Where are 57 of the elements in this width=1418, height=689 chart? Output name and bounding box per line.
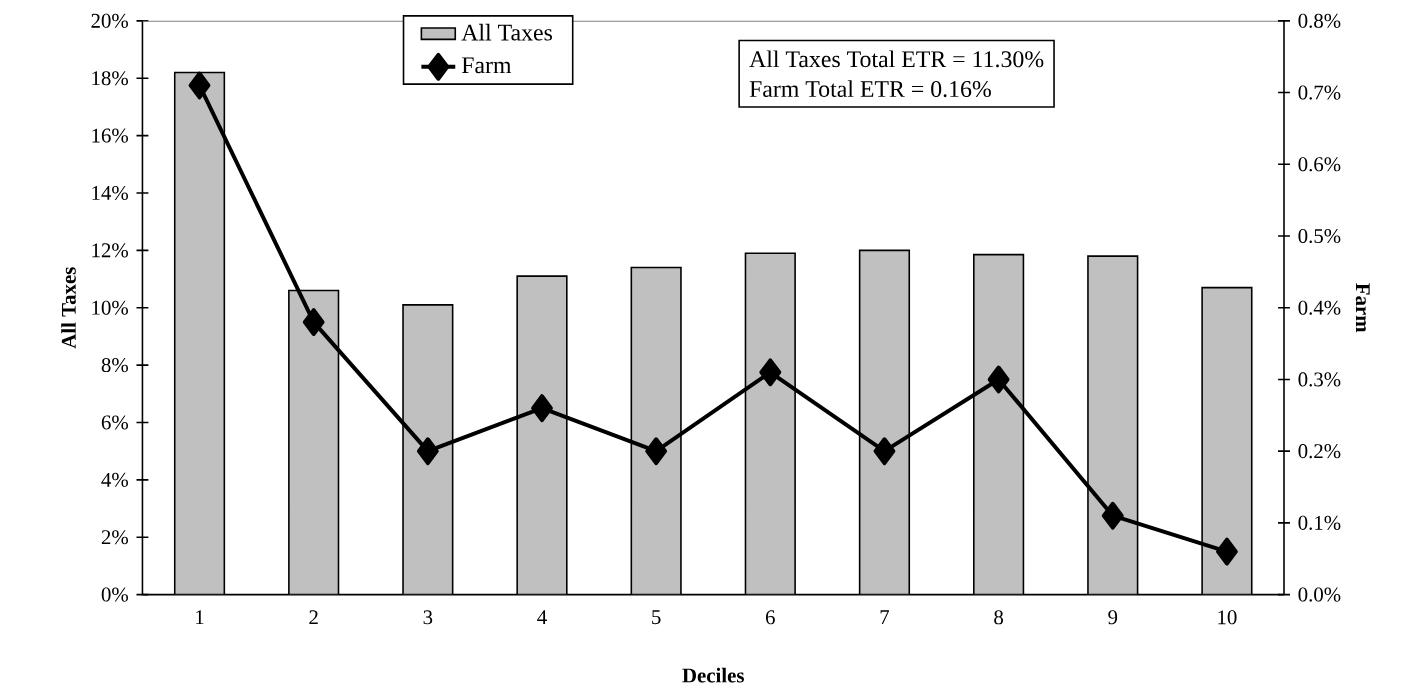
y-tick-label: 14% <box>92 185 129 200</box>
y-tick-label: 16% <box>92 128 129 143</box>
bar <box>288 290 339 595</box>
y-tick-label: 18% <box>92 70 129 86</box>
point <box>1216 537 1238 566</box>
point <box>645 437 668 465</box>
legend-label: Farm <box>461 57 512 73</box>
x-tick-label: 6 <box>765 610 775 625</box>
y-tick-label: 0% <box>101 587 129 602</box>
bar <box>517 275 567 595</box>
point <box>873 437 896 465</box>
annotation: Farm Total ETR = 0.16% <box>749 80 991 97</box>
point <box>416 437 439 465</box>
y-tick-label: 12% <box>92 243 129 258</box>
y-tick-label: 8% <box>101 357 129 372</box>
x-tick-label: 7 <box>880 610 890 624</box>
y2-axis-title: Farm <box>1355 282 1370 333</box>
y-tick-label: 10% <box>92 300 129 315</box>
bar <box>1087 255 1138 595</box>
point <box>302 307 325 336</box>
point <box>188 71 211 100</box>
x-tick-label: 2 <box>309 610 318 624</box>
bar <box>403 304 453 595</box>
y2-tick-label: 0.2% <box>1298 443 1341 458</box>
x-axis-title: Deciles <box>682 667 744 683</box>
bar <box>1201 286 1253 595</box>
y2-tick-label: 0.1% <box>1298 515 1341 530</box>
y2-tick-label: 0.0% <box>1298 587 1341 602</box>
y-tick-label: 6% <box>101 415 129 430</box>
bar <box>859 250 910 595</box>
point <box>987 365 1010 394</box>
x-tick-label: 9 <box>1108 610 1118 625</box>
x-tick-label: 10 <box>1218 610 1237 625</box>
point <box>759 358 782 386</box>
bar <box>631 267 681 595</box>
y-tick-label: 20% <box>91 13 129 28</box>
y2-tick-label: 0.4% <box>1298 300 1341 315</box>
point <box>531 394 553 422</box>
y2-tick-label: 0.7% <box>1298 85 1341 100</box>
bar <box>745 252 796 595</box>
y-tick-label: 2% <box>101 529 129 545</box>
y-tick-label: 4% <box>101 472 129 487</box>
x-tick-label: 1 <box>196 610 204 624</box>
x-tick-label: 3 <box>423 610 433 625</box>
bar <box>973 254 1024 595</box>
point <box>1101 501 1124 530</box>
y2-tick-label: 0.6% <box>1298 156 1341 172</box>
y2-tick-label: 0.8% <box>1298 13 1341 28</box>
y-axis-title: All Taxes <box>61 266 76 349</box>
legend-label: All Taxes <box>461 23 553 41</box>
annotation: All Taxes Total ETR = 11.30% <box>749 50 1044 68</box>
x-tick-label: 5 <box>652 610 661 624</box>
x-tick-label: 8 <box>994 610 1004 625</box>
y2-tick-label: 0.5% <box>1298 228 1341 243</box>
y2-tick-label: 0.3% <box>1298 372 1341 387</box>
bar <box>174 72 225 595</box>
x-tick-label: 4 <box>537 610 547 624</box>
